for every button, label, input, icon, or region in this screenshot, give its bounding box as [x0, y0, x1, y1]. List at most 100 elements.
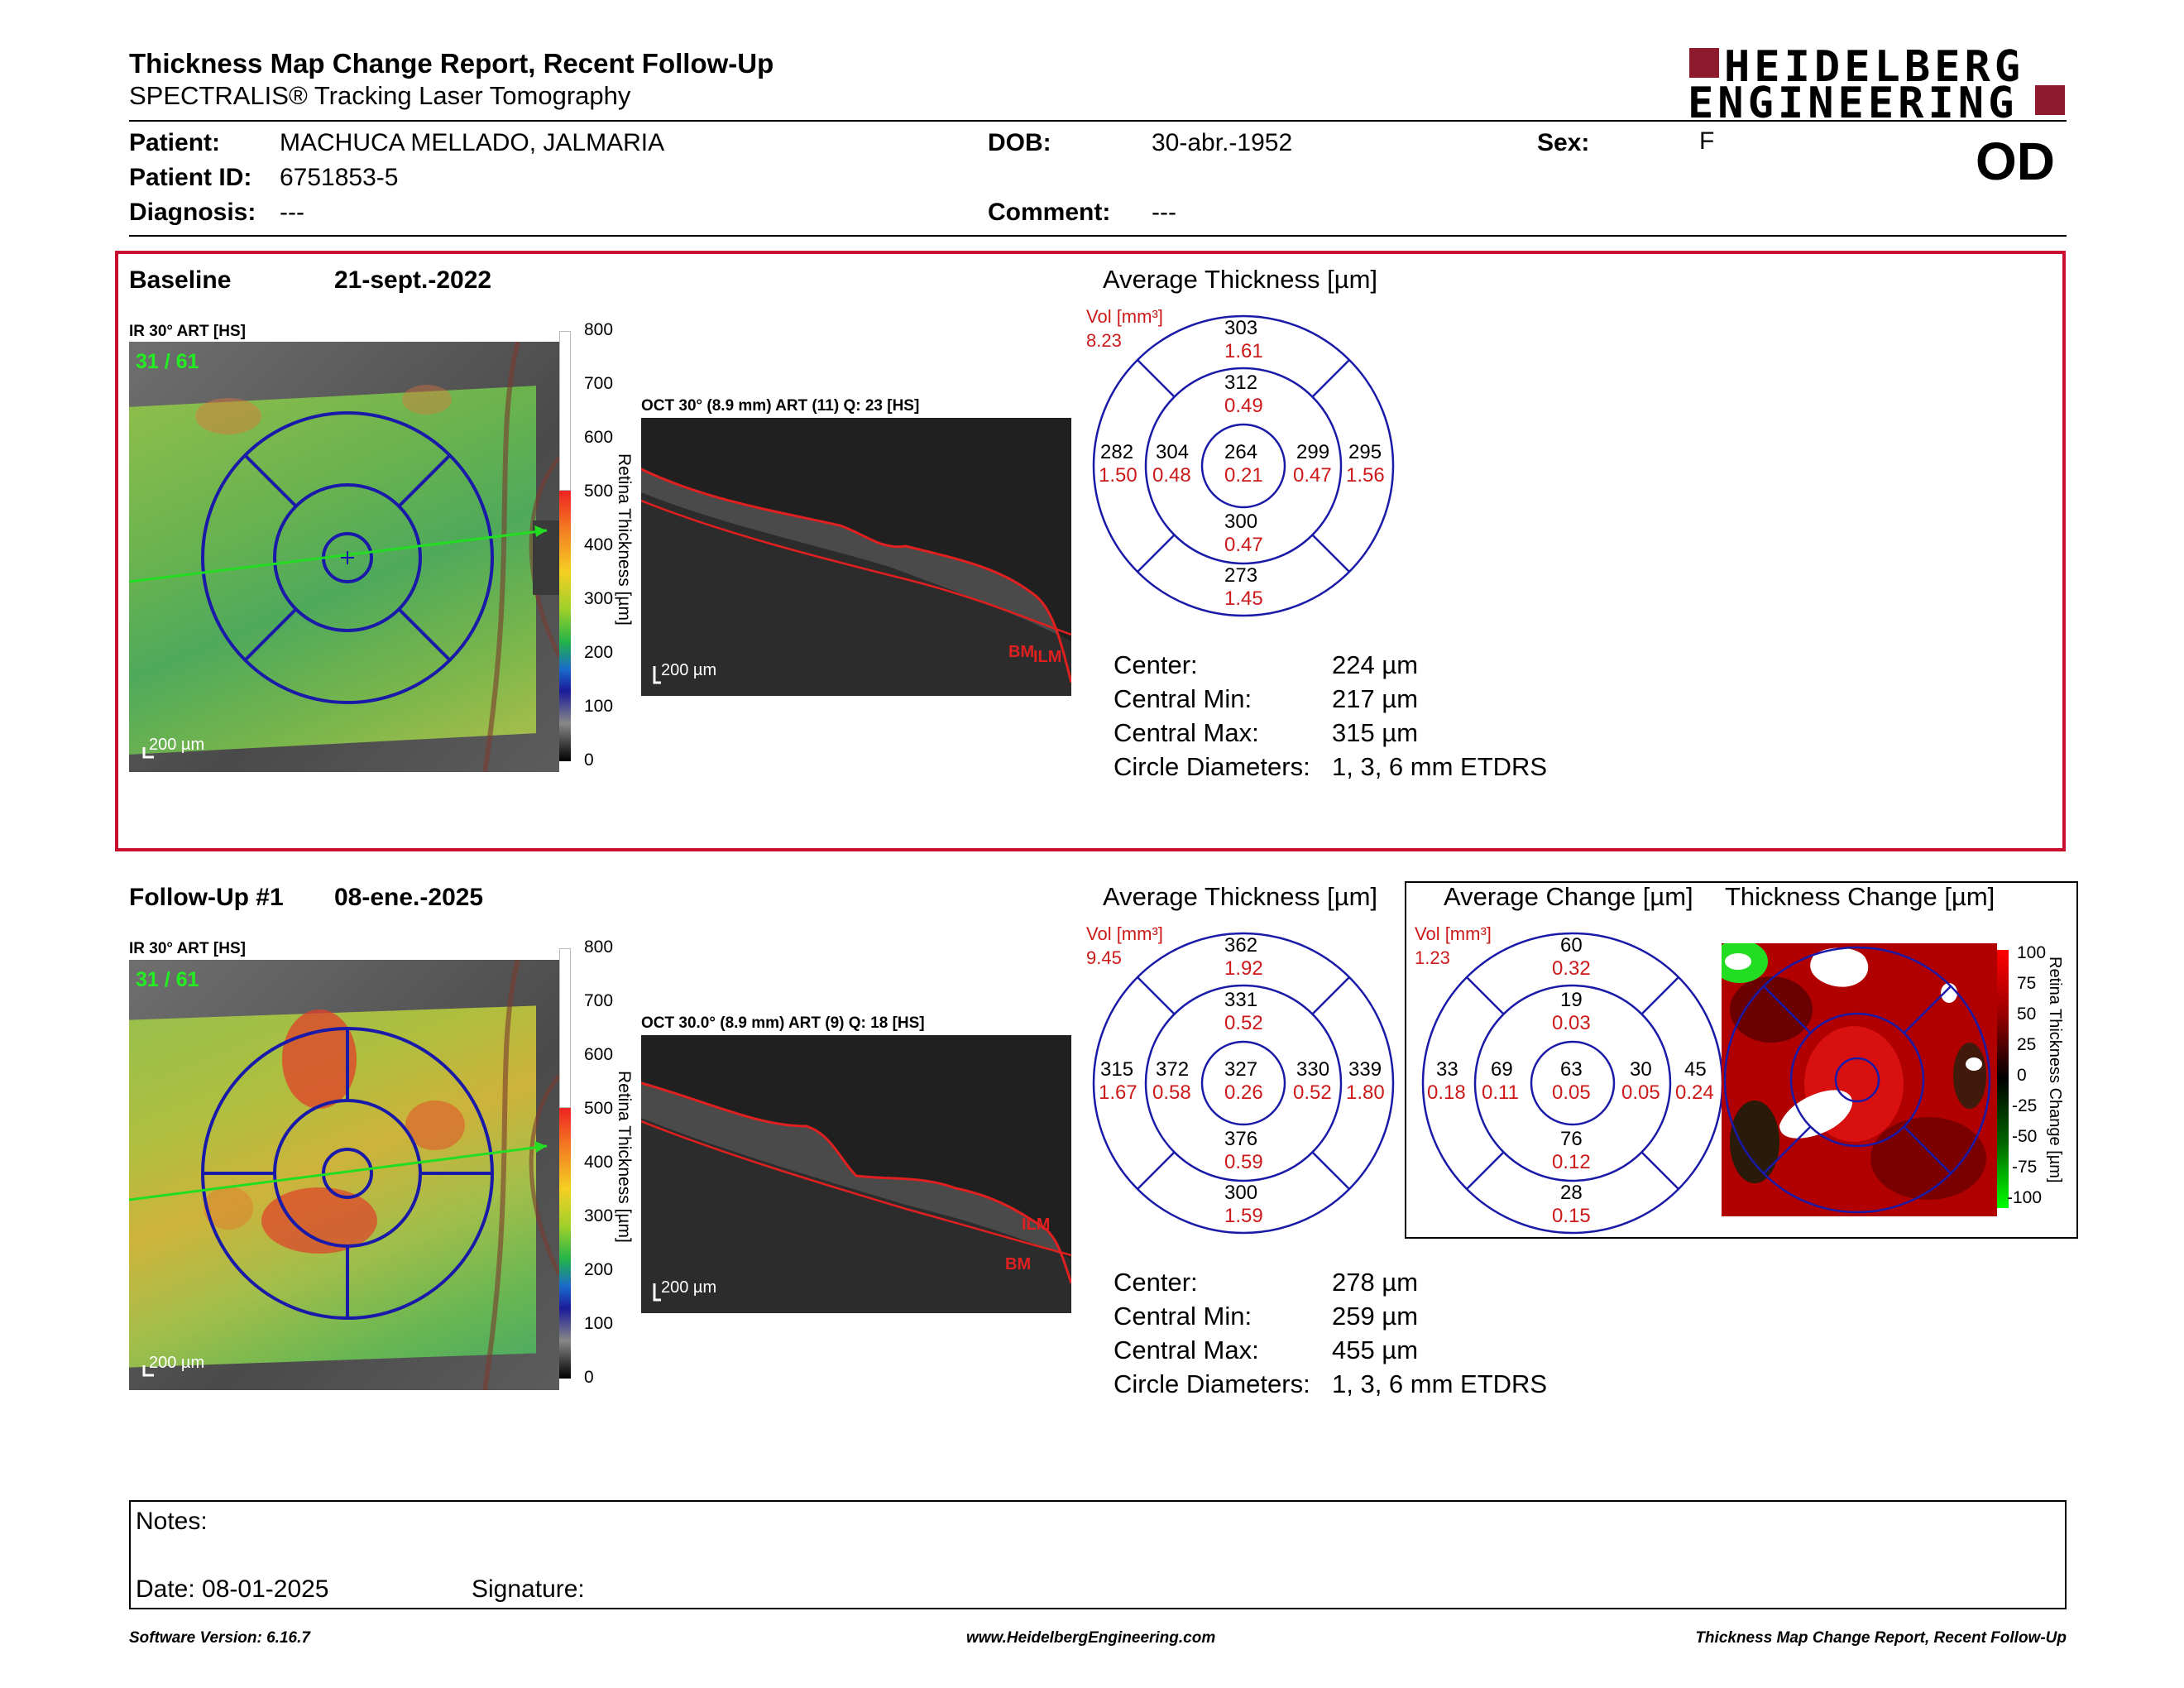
- followup-tick: 200: [584, 1260, 614, 1279]
- baseline-inner-nasal: 299: [1296, 441, 1330, 463]
- baseline-tick: 300: [584, 589, 614, 608]
- footer-software-version: Software Version: 6.16.7: [129, 1629, 310, 1647]
- followup-outer-superior-vol: 1.92: [1224, 957, 1263, 980]
- change-outer-temporal: 33: [1436, 1058, 1458, 1081]
- change-tick: 50: [2017, 1005, 2037, 1024]
- followup-label: Follow-Up #1: [129, 884, 284, 911]
- baseline-outer-superior: 303: [1224, 317, 1258, 339]
- baseline-min-value: 217 µm: [1332, 684, 1419, 713]
- change-outer-nasal-vol: 0.24: [1675, 1081, 1714, 1104]
- change-center: 63: [1560, 1058, 1583, 1081]
- change-colorbar-title: Retina Thickness Change [µm]: [2046, 957, 2064, 1183]
- logo-line-2: ENGINEERING: [1688, 79, 2019, 128]
- baseline-vol-value: 8.23: [1086, 330, 1122, 351]
- baseline-frame: [115, 251, 2066, 851]
- change-tick: 75: [2017, 974, 2037, 993]
- followup-center-label: Center:: [1114, 1268, 1198, 1297]
- dob-value: 30-abr.-1952: [1152, 129, 1293, 156]
- followup-inner-superior-vol: 0.52: [1224, 1012, 1263, 1034]
- eye-indicator: OD: [1976, 132, 2055, 191]
- baseline-inner-superior: 312: [1224, 372, 1258, 394]
- baseline-fundus-scale: 200 µm: [149, 736, 205, 754]
- baseline-ilm-label: ILM: [1033, 648, 1062, 666]
- baseline-colorbar: [559, 331, 576, 761]
- change-inner-temporal-vol: 0.11: [1482, 1081, 1519, 1104]
- patient-name: MACHUCA MELLADO, JALMARIA: [280, 129, 665, 156]
- baseline-max-label: Central Max:: [1114, 718, 1259, 747]
- followup-colorbar: [559, 948, 576, 1379]
- followup-inner-temporal: 372: [1156, 1058, 1190, 1081]
- baseline-inner-temporal-vol: 0.48: [1152, 464, 1191, 487]
- followup-max-label: Central Max:: [1114, 1336, 1259, 1364]
- change-outer-temporal-vol: 0.18: [1427, 1081, 1466, 1104]
- followup-outer-temporal: 315: [1100, 1058, 1134, 1081]
- followup-tick: 500: [584, 1099, 614, 1118]
- change-map-title: Thickness Change [µm]: [1725, 882, 1995, 911]
- comment-value: ---: [1152, 199, 1176, 226]
- followup-inner-inferior-vol: 0.59: [1224, 1151, 1263, 1173]
- report-title: Thickness Map Change Report, Recent Foll…: [129, 48, 774, 79]
- followup-outer-nasal: 339: [1348, 1058, 1382, 1081]
- baseline-max-value: 315 µm: [1332, 718, 1419, 747]
- baseline-min-label: Central Min:: [1114, 684, 1252, 713]
- baseline-fundus-image: 31 / 61 200 µm: [129, 342, 559, 772]
- followup-outer-temporal-vol: 1.67: [1099, 1081, 1138, 1104]
- followup-tick: 600: [584, 1045, 614, 1064]
- baseline-circle-label: Circle Diameters:: [1114, 752, 1310, 781]
- diagnosis-label: Diagnosis:: [129, 199, 256, 226]
- baseline-ir-label: IR 30° ART [HS]: [129, 323, 246, 340]
- patient-id: 6751853-5: [280, 164, 399, 191]
- followup-circle-value: 1, 3, 6 mm ETDRS: [1332, 1369, 1548, 1398]
- baseline-outer-inferior-vol: 1.45: [1224, 587, 1263, 610]
- baseline-colorbar-title: Retina Thickness [µm]: [615, 453, 634, 626]
- followup-inner-nasal-vol: 0.52: [1293, 1081, 1332, 1104]
- baseline-outer-temporal: 282: [1100, 441, 1134, 463]
- change-tick: -75: [2012, 1158, 2038, 1177]
- baseline-oct-scale: 200 µm: [661, 661, 717, 679]
- baseline-inner-nasal-vol: 0.47: [1293, 464, 1332, 487]
- notes-label: Notes:: [136, 1508, 208, 1535]
- change-inner-inferior: 76: [1560, 1128, 1583, 1150]
- baseline-tick: 800: [584, 320, 614, 339]
- followup-oct-label: OCT 30.0° (8.9 mm) ART (9) Q: 18 [HS]: [641, 1014, 925, 1032]
- baseline-outer-inferior: 273: [1224, 564, 1258, 587]
- change-outer-inferior-vol: 0.15: [1552, 1205, 1591, 1227]
- followup-tick: 100: [584, 1314, 614, 1333]
- followup-fundus-scale: 200 µm: [149, 1354, 205, 1372]
- followup-circle-label: Circle Diameters:: [1114, 1369, 1310, 1398]
- followup-tick: 800: [584, 938, 614, 957]
- followup-bm-label: BM: [1005, 1255, 1032, 1273]
- change-tick: 25: [2017, 1035, 2037, 1054]
- baseline-outer-nasal: 295: [1348, 441, 1382, 463]
- baseline-frame-count: 31 / 61: [136, 350, 199, 373]
- followup-tick: 700: [584, 991, 614, 1010]
- change-tick: -25: [2012, 1096, 2038, 1115]
- followup-min-value: 259 µm: [1332, 1302, 1419, 1331]
- followup-fundus-image: 31 / 61 200 µm: [129, 960, 559, 1390]
- change-tick: 100: [2017, 943, 2047, 962]
- patient-divider: [129, 235, 2067, 237]
- baseline-tick: 700: [584, 374, 614, 393]
- sex-value: F: [1699, 127, 1715, 155]
- followup-ir-label: IR 30° ART [HS]: [129, 940, 246, 957]
- baseline-label: Baseline: [129, 266, 232, 294]
- change-avg-title: Average Change [µm]: [1444, 882, 1693, 911]
- notes-signature: Signature:: [472, 1575, 585, 1603]
- baseline-inner-temporal: 304: [1156, 441, 1190, 463]
- sex-label: Sex:: [1537, 129, 1590, 156]
- followup-inner-nasal: 330: [1296, 1058, 1330, 1081]
- followup-inner-superior: 331: [1224, 989, 1258, 1011]
- baseline-inner-inferior: 300: [1224, 511, 1258, 533]
- logo-line-1: HEIDELBERG: [1724, 42, 2025, 92]
- notes-box: [129, 1500, 2067, 1609]
- change-colorbar: [1997, 950, 2009, 1208]
- footer-report-name: Thickness Map Change Report, Recent Foll…: [1695, 1629, 2067, 1647]
- baseline-etdrs-grid: [1092, 314, 1395, 617]
- footer-website: www.HeidelbergEngineering.com: [966, 1629, 1216, 1647]
- report-subtitle: SPECTRALIS® Tracking Laser Tomography: [129, 81, 631, 110]
- header-divider: [129, 120, 2067, 122]
- comment-label: Comment:: [988, 199, 1111, 226]
- baseline-bm-label: BM: [1008, 643, 1035, 661]
- followup-outer-inferior: 300: [1224, 1182, 1258, 1204]
- patient-label: Patient:: [129, 129, 221, 156]
